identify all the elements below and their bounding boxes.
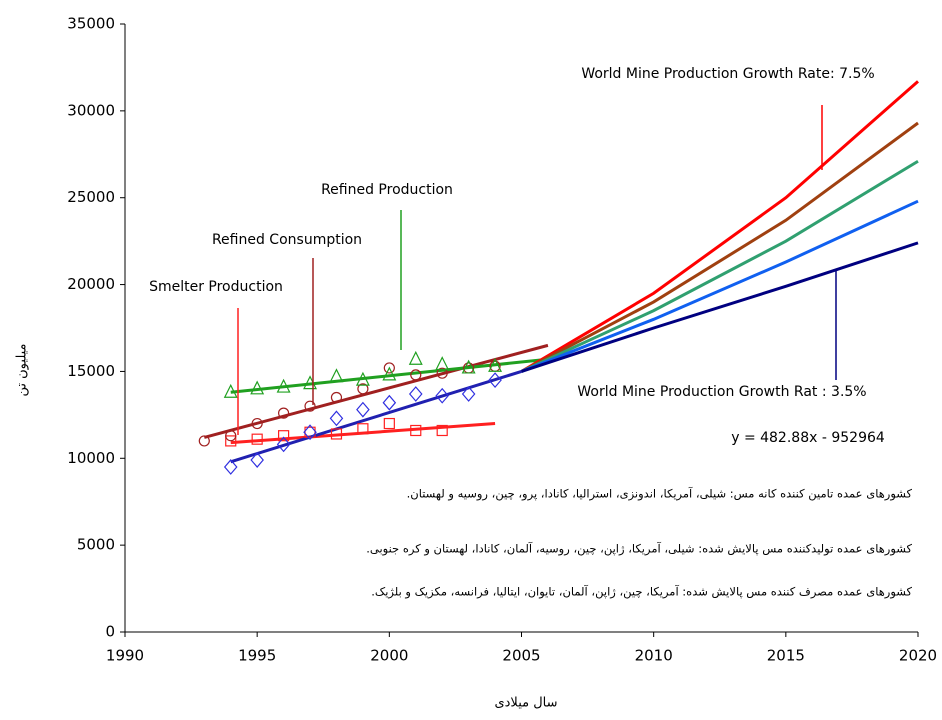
data-point: [304, 426, 316, 438]
data-point: [436, 367, 448, 379]
series-label: Refined Consumption: [212, 232, 362, 248]
x-tick-label: 1995: [238, 647, 276, 665]
data-point: [330, 428, 343, 440]
data-point: [198, 435, 210, 447]
data-point: [357, 423, 369, 435]
trend-line: [203, 343, 549, 439]
data-point: [276, 436, 291, 453]
y-tick-label: 20000: [67, 275, 115, 293]
projection-line: [520, 80, 919, 373]
annotation: y = 482.88x - 952964: [731, 430, 885, 446]
y-tick-label: 10000: [67, 449, 115, 467]
data-point: [304, 400, 316, 412]
data-point: [357, 383, 369, 395]
series-label: Refined Production: [321, 182, 453, 198]
data-point: [461, 359, 476, 374]
data-point: [251, 433, 263, 445]
x-tick-label: 2000: [370, 647, 408, 665]
data-point: [278, 407, 290, 419]
note: کشورهای عمده تولیدکننده مس پالایش شده: ش…: [366, 542, 912, 557]
projection-line: [520, 159, 919, 373]
note: کشورهای عمده مصرف کننده مس پالایش شده: آ…: [371, 585, 912, 600]
data-point: [251, 417, 263, 430]
x-tick-label: 1990: [106, 647, 144, 665]
data-point: [383, 362, 395, 374]
data-point: [250, 452, 264, 468]
y-axis-label: میلیون تن: [15, 343, 30, 396]
x-tick-label: 2020: [899, 647, 937, 665]
data-point: [408, 350, 423, 365]
data-point: [408, 386, 423, 402]
y-tick-label: 15000: [67, 362, 115, 380]
projection-line: [521, 241, 919, 373]
trend-line: [230, 369, 522, 464]
data-point: [383, 417, 395, 430]
data-point: [410, 369, 422, 381]
data-point: [223, 383, 238, 398]
data-point: [488, 357, 503, 372]
note: کشورهای عمده تامین کننده کانه مس: شیلی، …: [407, 487, 913, 502]
x-tick-label: 2010: [635, 647, 673, 665]
projection-line: [520, 121, 919, 373]
data-point: [276, 378, 291, 393]
data-point: [435, 387, 449, 404]
data-point: [410, 424, 422, 437]
y-tick-label: 0: [105, 623, 115, 641]
data-point: [223, 459, 238, 475]
projection-line: [520, 199, 919, 373]
data-point: [329, 410, 344, 427]
data-point: [278, 430, 290, 442]
data-point: [436, 424, 448, 437]
series-label: Smelter Production: [149, 279, 283, 295]
data-point: [225, 435, 237, 447]
trend-line: [230, 422, 496, 445]
x-axis-label: سال میلادی: [494, 696, 557, 711]
trend-line: [230, 357, 549, 394]
annotation: World Mine Production Growth Rat : 3.5%: [577, 384, 866, 400]
y-tick-label: 30000: [67, 101, 115, 119]
data-point: [330, 391, 343, 404]
data-point: [329, 368, 344, 383]
annotation: World Mine Production Growth Rate: 7.5%: [581, 66, 874, 82]
y-tick-label: 25000: [67, 188, 115, 206]
data-point: [250, 380, 265, 395]
data-point: [303, 424, 317, 441]
data-point: [461, 386, 476, 402]
y-tick-label: 5000: [77, 536, 115, 554]
data-point: [382, 394, 397, 411]
data-point: [382, 366, 397, 381]
x-tick-label: 2005: [502, 647, 540, 665]
data-point: [356, 401, 370, 418]
data-point: [355, 371, 370, 386]
data-point: [488, 372, 502, 389]
y-tick-label: 35000: [67, 15, 115, 33]
data-point: [435, 356, 450, 371]
data-point: [225, 430, 237, 442]
x-tick-label: 2015: [767, 647, 805, 665]
